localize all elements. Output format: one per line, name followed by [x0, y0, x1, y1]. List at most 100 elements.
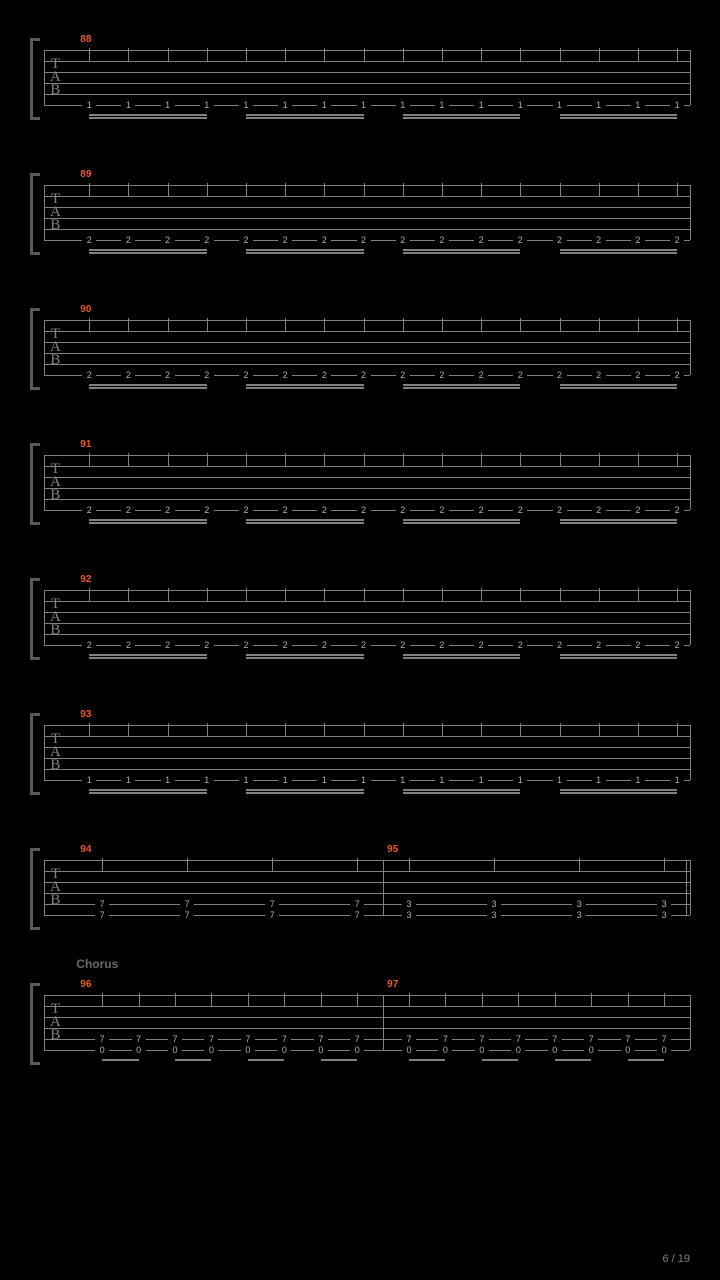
- tab-note: 2: [239, 640, 253, 650]
- note-stem: [89, 183, 90, 196]
- tab-note: 0: [621, 1045, 635, 1055]
- tab-note: 1: [357, 100, 371, 110]
- tab-note: 1: [631, 100, 645, 110]
- system-bracket: [30, 38, 40, 120]
- tab-staff: TAB94777777779533333333: [44, 860, 690, 915]
- tab-note: 0: [511, 1045, 525, 1055]
- staff-line: [44, 207, 690, 208]
- tab-note: 1: [435, 100, 449, 110]
- tab-note: 1: [82, 100, 96, 110]
- beam: [89, 252, 207, 254]
- staff-line: [44, 1006, 690, 1007]
- tab-note: 1: [631, 775, 645, 785]
- note-stem: [324, 183, 325, 196]
- tab-note: 3: [487, 899, 501, 909]
- beam: [175, 1059, 211, 1061]
- tab-note: 7: [548, 1034, 562, 1044]
- tab-note: 2: [396, 640, 410, 650]
- beam: [246, 519, 364, 521]
- tab-note: 1: [357, 775, 371, 785]
- note-stem: [481, 318, 482, 331]
- note-stem: [638, 453, 639, 466]
- barline: [690, 185, 691, 240]
- staff-line: [44, 758, 690, 759]
- staff-line: [44, 1017, 690, 1018]
- beam: [560, 519, 678, 521]
- tab-note: 1: [317, 100, 331, 110]
- note-stem: [481, 183, 482, 196]
- tab-note: 3: [402, 899, 416, 909]
- note-stem: [89, 318, 90, 331]
- staff-line: [44, 882, 690, 883]
- note-stem: [560, 723, 561, 736]
- beam: [403, 387, 521, 389]
- tab-note: 2: [670, 505, 684, 515]
- beam: [89, 789, 207, 791]
- tab-system: TAB922222222222222222: [30, 570, 690, 665]
- note-stem: [599, 318, 600, 331]
- tab-note: 2: [161, 235, 175, 245]
- beam: [403, 249, 521, 251]
- tab-system: TAB94777777779533333333: [30, 840, 690, 935]
- tab-note: 2: [592, 640, 606, 650]
- beam: [246, 792, 364, 794]
- beam: [246, 114, 364, 116]
- note-stem: [677, 723, 678, 736]
- tab-note: 2: [631, 640, 645, 650]
- note-stem: [628, 993, 629, 1006]
- tab-staff: TAB892222222222222222: [44, 185, 690, 240]
- note-stem: [403, 318, 404, 331]
- tab-note: 1: [317, 775, 331, 785]
- note-stem: [520, 588, 521, 601]
- staff-line: [44, 747, 690, 748]
- staff-line: [44, 364, 690, 365]
- tab-note: 2: [631, 235, 645, 245]
- beam: [89, 249, 207, 251]
- tab-note: 2: [435, 640, 449, 650]
- note-stem: [285, 453, 286, 466]
- tab-note: 2: [278, 505, 292, 515]
- note-stem: [638, 588, 639, 601]
- staff-line: [44, 904, 690, 905]
- tab-staff: TAB881111111111111111: [44, 50, 690, 105]
- note-stem: [207, 723, 208, 736]
- tab-note: 1: [278, 100, 292, 110]
- tab-note: 0: [95, 1045, 109, 1055]
- barline: [44, 725, 45, 780]
- note-stem: [357, 993, 358, 1006]
- tab-clef: TAB: [50, 328, 61, 367]
- note-stem: [482, 993, 483, 1006]
- tab-note: 1: [121, 775, 135, 785]
- staff-line: [44, 725, 690, 726]
- beam: [403, 522, 521, 524]
- note-stem: [442, 183, 443, 196]
- tab-note: 2: [631, 370, 645, 380]
- beam: [89, 792, 207, 794]
- staff-line: [44, 61, 690, 62]
- tab-note: 1: [239, 775, 253, 785]
- barline: [690, 590, 691, 645]
- tab-note: 2: [513, 505, 527, 515]
- tab-clef: TAB: [50, 193, 61, 232]
- note-stem: [168, 453, 169, 466]
- tab-note: 7: [95, 1034, 109, 1044]
- tab-note: 2: [474, 370, 488, 380]
- note-stem: [364, 588, 365, 601]
- tab-note: 7: [584, 1034, 598, 1044]
- tab-note: 1: [82, 775, 96, 785]
- staff-line: [44, 871, 690, 872]
- note-stem: [187, 858, 188, 871]
- tab-note: 7: [314, 1034, 328, 1044]
- beam: [403, 654, 521, 656]
- beam: [403, 252, 521, 254]
- note-stem: [481, 723, 482, 736]
- beam: [89, 117, 207, 119]
- note-stem: [591, 993, 592, 1006]
- staff-line: [44, 499, 690, 500]
- tab-note: 0: [402, 1045, 416, 1055]
- tab-note: 1: [200, 100, 214, 110]
- tab-note: 2: [435, 370, 449, 380]
- tab-note: 1: [670, 775, 684, 785]
- tab-note: 2: [121, 640, 135, 650]
- tab-note: 1: [513, 775, 527, 785]
